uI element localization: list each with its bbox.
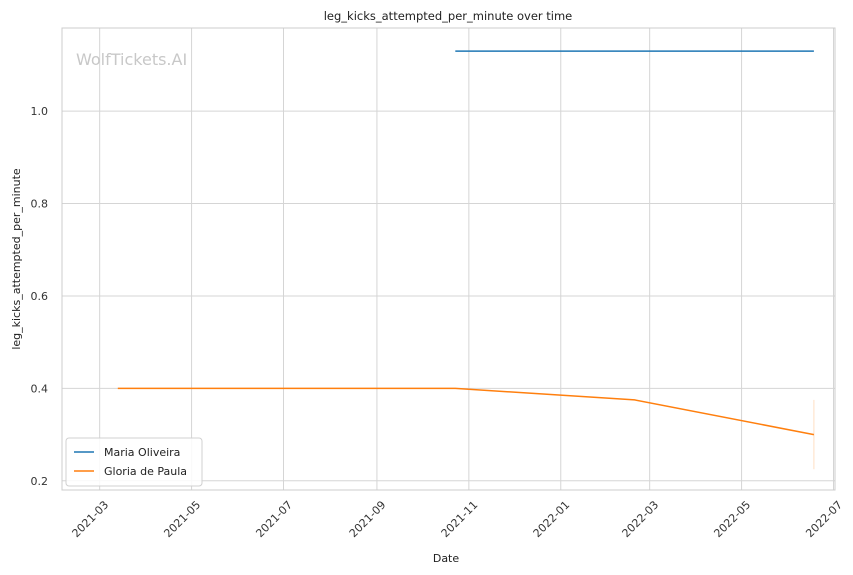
series-layer <box>117 50 815 470</box>
legend: Maria Oliveira Gloria de Paula <box>65 437 203 487</box>
legend-label-gloria-de-paula: Gloria de Paula <box>104 465 187 478</box>
chart-title: leg_kicks_attempted_per_minute over time <box>324 9 573 23</box>
series-line-gloria-de-paula <box>117 387 815 436</box>
y-tick-label: 0.4 <box>31 382 49 395</box>
y-axis-title: leg_kicks_attempted_per_minute <box>10 168 23 350</box>
plot-frame <box>61 27 836 491</box>
y-tick-labels: 0.2 0.4 0.6 0.8 1.0 <box>31 105 49 488</box>
legend-box <box>65 437 203 487</box>
legend-label-maria-oliveira: Maria Oliveira <box>104 446 180 459</box>
y-tick-label: 0.6 <box>31 290 49 303</box>
y-tick-label: 0.2 <box>31 475 49 488</box>
y-tick-label: 1.0 <box>31 105 49 118</box>
y-tick-label: 0.8 <box>31 198 49 211</box>
watermark: WolfTickets.AI <box>76 50 187 69</box>
x-axis-title: Date <box>433 552 460 565</box>
